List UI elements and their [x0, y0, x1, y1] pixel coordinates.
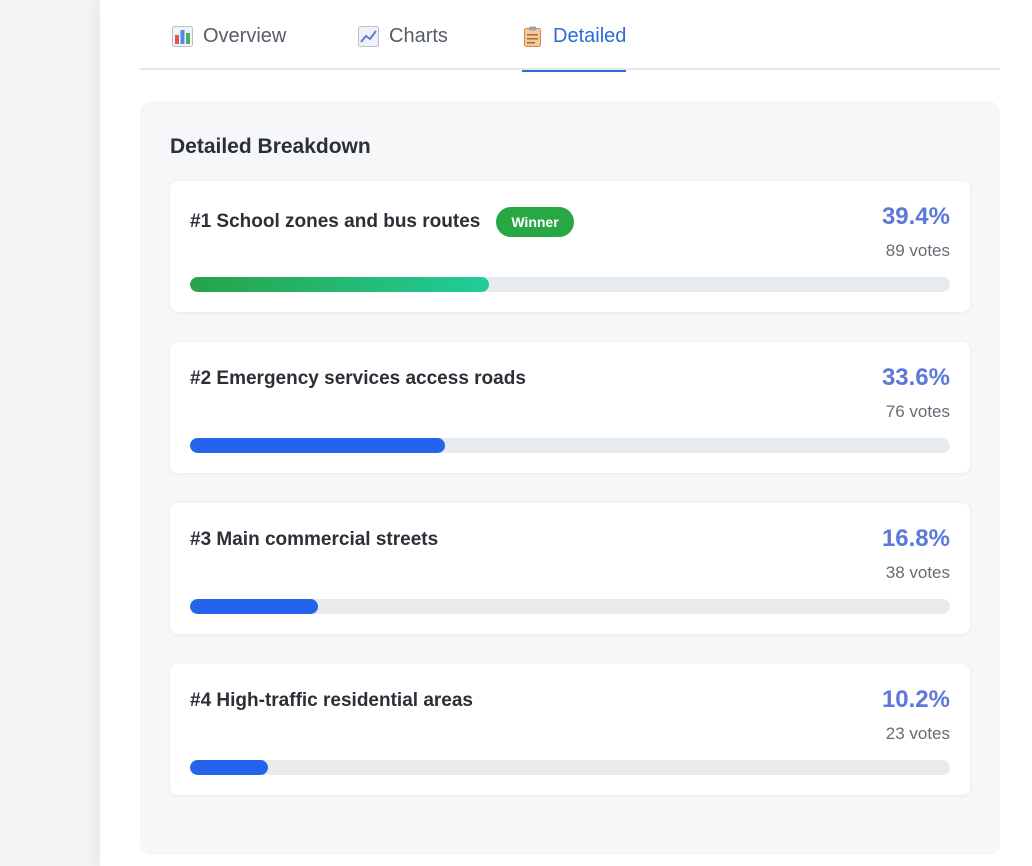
vote-count: 89 votes [885, 241, 950, 260]
tab-bar: Overview Charts Detailed [140, 0, 1000, 72]
result-card: #3 Main commercial streets 16.8% 38 vote… [170, 503, 970, 634]
bar-chart-icon [172, 25, 193, 47]
progress-fill [190, 438, 446, 453]
progress-fill [190, 599, 318, 614]
results-panel: Overview Charts Detailed Detailed Breakd… [100, 0, 1032, 866]
line-chart-icon [358, 25, 379, 47]
detailed-breakdown-section: Detailed Breakdown #1 School zones and b… [140, 101, 1000, 855]
tab-charts-label: Charts [389, 24, 448, 47]
progress-track [190, 438, 950, 453]
result-card: #2 Emergency services access roads 33.6%… [170, 342, 970, 473]
winner-badge: Winner [496, 207, 574, 237]
progress-track [190, 599, 950, 614]
vote-count: 76 votes [885, 402, 950, 421]
vote-count: 23 votes [885, 724, 950, 743]
tab-charts[interactable]: Charts [358, 0, 448, 70]
tab-detailed[interactable]: Detailed [522, 0, 627, 72]
result-card: #1 School zones and bus routes Winner 39… [170, 181, 970, 312]
tab-overview[interactable]: Overview [172, 0, 286, 70]
percent-value: 16.8% [881, 525, 950, 552]
tab-overview-label: Overview [203, 24, 287, 47]
tab-detailed-label: Detailed [553, 24, 627, 47]
progress-fill [190, 277, 490, 292]
percent-value: 10.2% [881, 686, 950, 713]
clipboard-icon [524, 26, 541, 47]
progress-fill [190, 760, 268, 775]
progress-track [190, 760, 950, 775]
percent-value: 33.6% [881, 364, 950, 391]
option-name: #2 Emergency services access roads [190, 368, 526, 389]
percent-value: 39.4% [881, 203, 950, 230]
option-name: #1 School zones and bus routes [190, 211, 481, 232]
option-name: #3 Main commercial streets [190, 529, 439, 550]
option-name: #4 High-traffic residential areas [190, 690, 473, 711]
progress-track [190, 277, 950, 292]
result-card: #4 High-traffic residential areas 10.2% … [170, 664, 970, 795]
section-title: Detailed Breakdown [170, 135, 371, 158]
vote-count: 38 votes [885, 563, 950, 582]
